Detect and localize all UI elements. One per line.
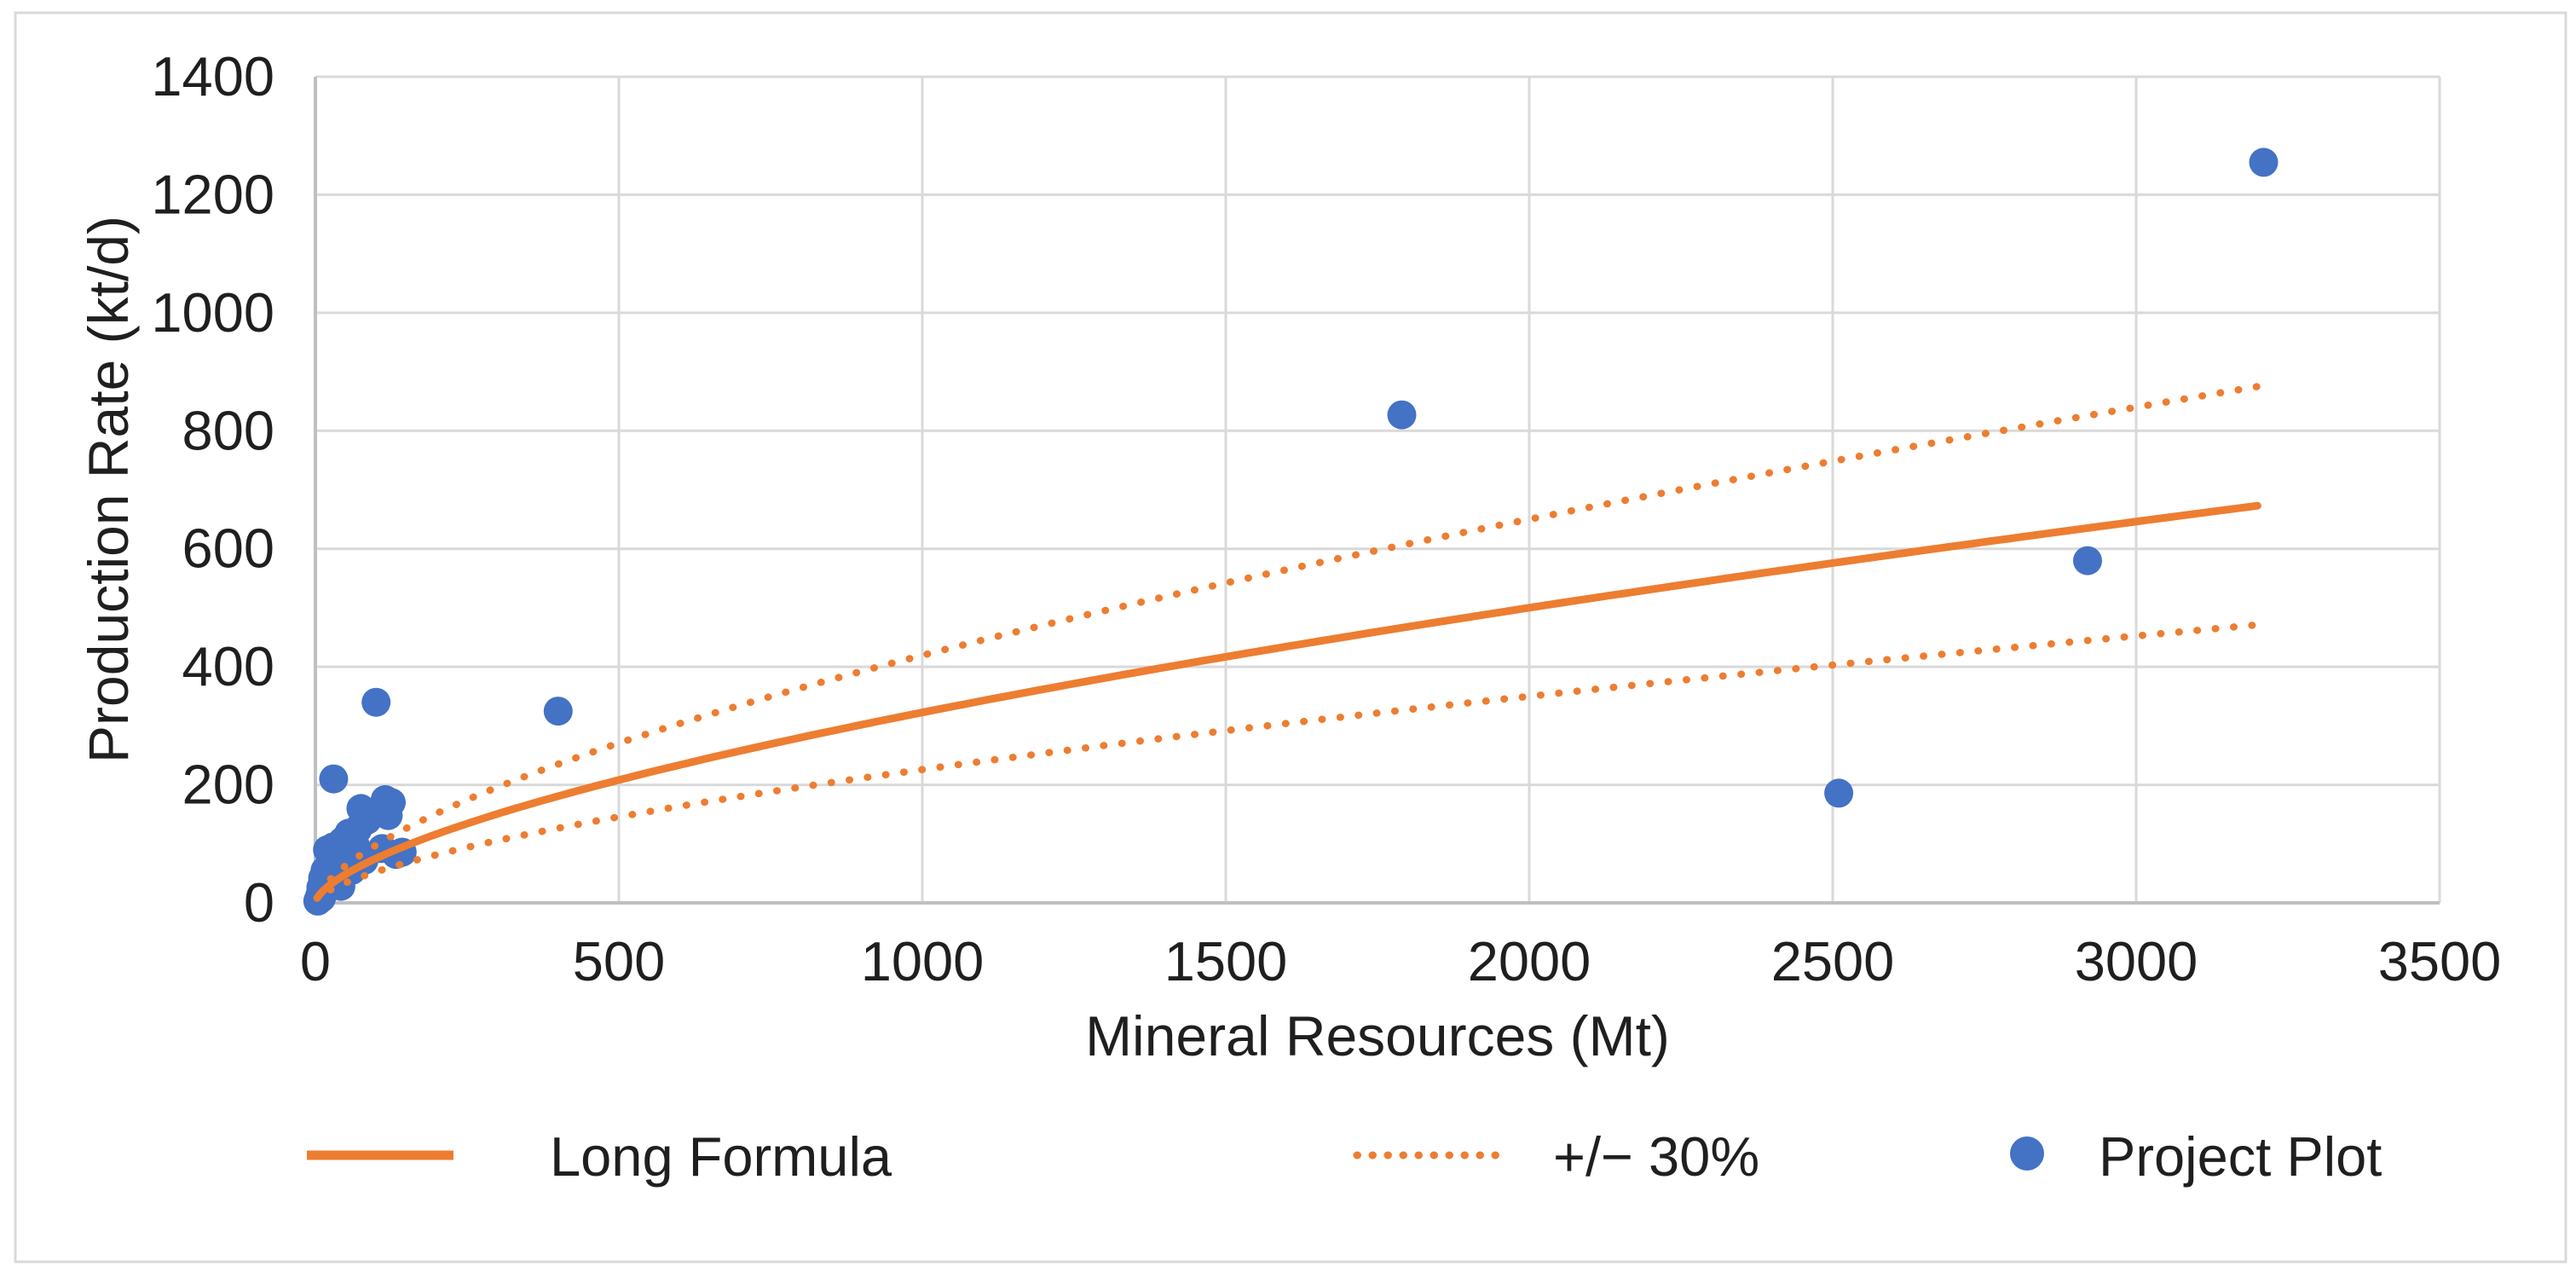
scatter-points-layer xyxy=(303,147,2279,916)
y-tick-label: 800 xyxy=(182,399,274,461)
trend-lines-layer xyxy=(313,383,2261,902)
x-tick-label: 500 xyxy=(573,930,665,992)
project-point xyxy=(319,764,349,794)
y-tick-label: 200 xyxy=(182,754,274,816)
band-lower-curve xyxy=(326,621,2261,894)
x-tick-label: 2000 xyxy=(1468,930,1591,992)
project-point xyxy=(2249,147,2279,177)
legend: Long Formula +/− 30% Project Plot xyxy=(307,1125,2382,1188)
project-point xyxy=(377,788,406,818)
legend-label-band: +/− 30% xyxy=(1553,1125,1759,1188)
y-tick-label: 1200 xyxy=(151,163,274,225)
x-tick-label: 1500 xyxy=(1164,930,1288,992)
y-tick-label: 1000 xyxy=(151,281,274,344)
x-tick-label: 3500 xyxy=(2378,930,2502,992)
tick-labels: 0 500 1000 1500 2000 2500 3000 3500 0 200 400 600 80… xyxy=(151,45,2501,992)
project-point xyxy=(1387,400,1417,430)
y-tick-label: 1400 xyxy=(151,45,274,107)
long-formula-curve xyxy=(313,501,2261,902)
x-axis-title: Mineral Resources (Mt) xyxy=(1085,1004,1670,1067)
legend-label-project-plot: Project Plot xyxy=(2099,1125,2382,1188)
x-tick-label: 0 xyxy=(300,930,331,992)
project-point xyxy=(1824,778,1854,808)
legend-marker-swatch xyxy=(2010,1136,2044,1171)
project-point xyxy=(2073,546,2102,575)
chart-border xyxy=(14,11,2567,1264)
project-point xyxy=(361,687,391,717)
axes xyxy=(314,77,2440,905)
y-axis-title: Production Rate (kt/d) xyxy=(77,216,140,763)
y-tick-label: 400 xyxy=(182,635,274,697)
legend-label-long-formula: Long Formula xyxy=(550,1125,892,1188)
x-tick-label: 3000 xyxy=(2075,930,2198,992)
y-tick-label: 600 xyxy=(182,518,274,580)
project-point xyxy=(543,697,573,726)
y-tick-label: 0 xyxy=(244,871,274,934)
x-tick-label: 2500 xyxy=(1771,930,1895,992)
x-tick-label: 1000 xyxy=(861,930,985,992)
